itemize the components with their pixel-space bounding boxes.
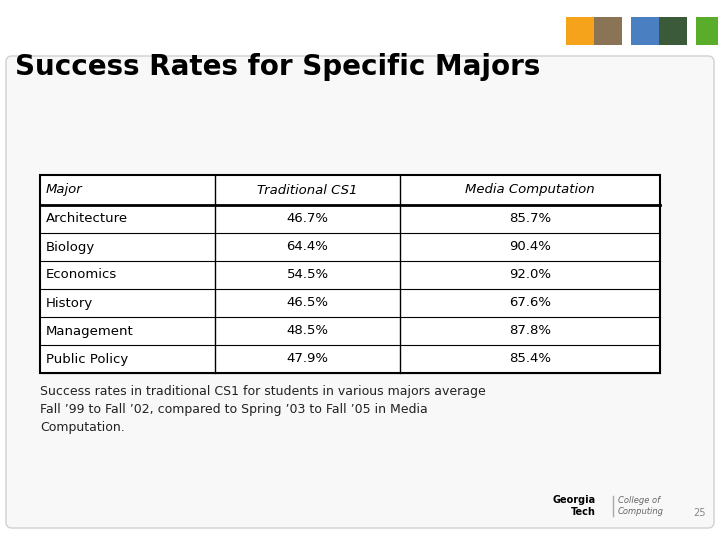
Text: 90.4%: 90.4% [509, 240, 551, 253]
Bar [659, 17, 687, 45]
Bar [40, 175, 660, 373]
Text: Success Rates for Specific Majors: Success Rates for Specific Majors [15, 53, 541, 81]
Bar [566, 17, 594, 45]
Text: 85.7%: 85.7% [509, 213, 551, 226]
Text: Media Computation: Media Computation [465, 184, 595, 197]
Text: 48.5%: 48.5% [287, 325, 328, 338]
Text: 54.5%: 54.5% [287, 268, 328, 281]
Text: Public Policy: Public Policy [46, 353, 128, 366]
Text: 64.4%: 64.4% [287, 240, 328, 253]
Bar [631, 17, 659, 45]
Text: Traditional CS1: Traditional CS1 [257, 184, 358, 197]
Text: 46.7%: 46.7% [287, 213, 328, 226]
Text: Architecture: Architecture [46, 213, 128, 226]
Text: College of
Computing: College of Computing [618, 496, 664, 516]
FancyBboxPatch shape [6, 56, 714, 528]
Bar [594, 17, 622, 45]
Text: 87.8%: 87.8% [509, 325, 551, 338]
Text: Economics: Economics [46, 268, 117, 281]
Text: Management: Management [46, 325, 134, 338]
Text: 92.0%: 92.0% [509, 268, 551, 281]
Bar [696, 17, 718, 45]
Text: 67.6%: 67.6% [509, 296, 551, 309]
Text: Success rates in traditional CS1 for students in various majors average
Fall ’99: Success rates in traditional CS1 for stu… [40, 385, 486, 434]
Text: Biology: Biology [46, 240, 95, 253]
Text: Georgia
Tech: Georgia Tech [553, 495, 596, 517]
Text: 47.9%: 47.9% [287, 353, 328, 366]
Text: 25: 25 [693, 508, 706, 518]
Text: 46.5%: 46.5% [287, 296, 328, 309]
Text: 85.4%: 85.4% [509, 353, 551, 366]
Text: Major: Major [46, 184, 83, 197]
Text: History: History [46, 296, 94, 309]
